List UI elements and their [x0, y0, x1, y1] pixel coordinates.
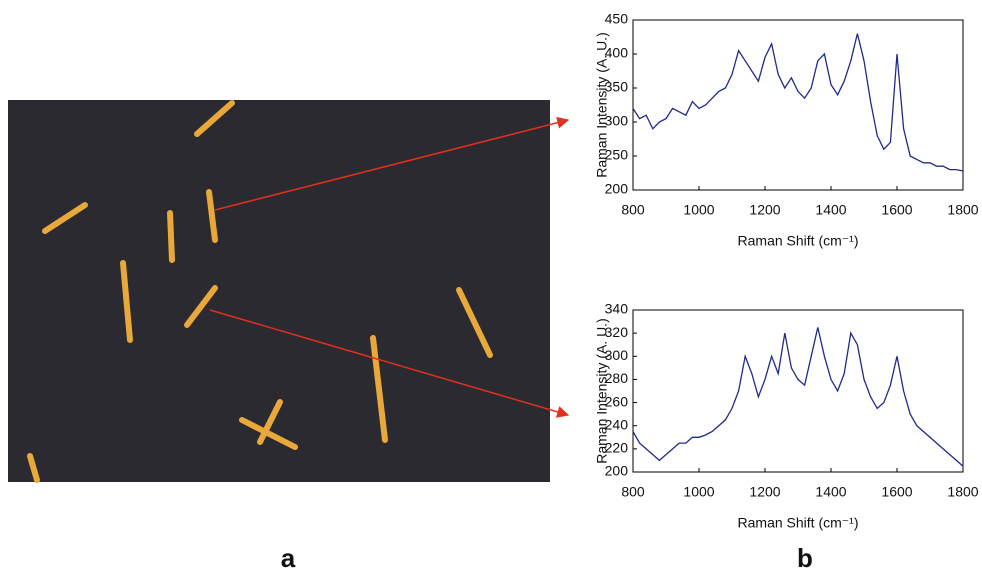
- x-tick-label: 1800: [947, 484, 978, 500]
- x-tick-label: 1000: [683, 202, 714, 218]
- arrow: [209, 309, 570, 418]
- y-tick-label: 450: [605, 11, 629, 27]
- line: [632, 327, 964, 467]
- y-tick-label: 350: [605, 79, 629, 95]
- y-tick-label: 260: [605, 393, 629, 409]
- y-tick-label: 280: [605, 370, 629, 386]
- x-axis-title: Raman Shift (cm⁻¹): [738, 515, 859, 531]
- y-tick-label: 200: [605, 181, 629, 197]
- y-tick-label: 300: [605, 347, 629, 363]
- panel-label: b: [797, 543, 813, 573]
- x-tick-label: 1800: [947, 202, 978, 218]
- crystals: [27, 100, 493, 483]
- y-tick-label: 400: [605, 45, 629, 61]
- y-tick-label: 220: [605, 440, 629, 456]
- x-tick-label: 1200: [749, 202, 780, 218]
- y-tick-label: 320: [605, 324, 629, 340]
- y-tick-label: 250: [605, 147, 629, 163]
- x-tick-label: 1400: [815, 484, 846, 500]
- x-tick-label: 1200: [749, 484, 780, 500]
- y-tick-label: 340: [605, 301, 629, 317]
- line: [632, 33, 964, 172]
- plot-frame: [632, 19, 964, 191]
- x-tick-label: 1600: [881, 484, 912, 500]
- x-tick-label: 1600: [881, 202, 912, 218]
- x-axis-title: Raman Shift (cm⁻¹): [738, 233, 859, 249]
- y-tick-label: 200: [605, 463, 629, 479]
- x-tick-label: 800: [621, 484, 645, 500]
- y-axis-title: Raman Intensity (A. U.): [594, 318, 610, 464]
- plot-frame: [632, 309, 964, 473]
- micrograph: [8, 100, 550, 483]
- x-tick-label: 800: [621, 202, 645, 218]
- y-tick-label: 240: [605, 416, 629, 432]
- micrograph-background: [8, 100, 550, 482]
- panel-label: a: [281, 543, 296, 573]
- x-tick-label: 1400: [815, 202, 846, 218]
- y-tick-label: 300: [605, 113, 629, 129]
- x-tick-label: 1000: [683, 484, 714, 500]
- arrow: [214, 116, 570, 211]
- y-axis-title: Raman Intensity (A. U.): [594, 32, 610, 178]
